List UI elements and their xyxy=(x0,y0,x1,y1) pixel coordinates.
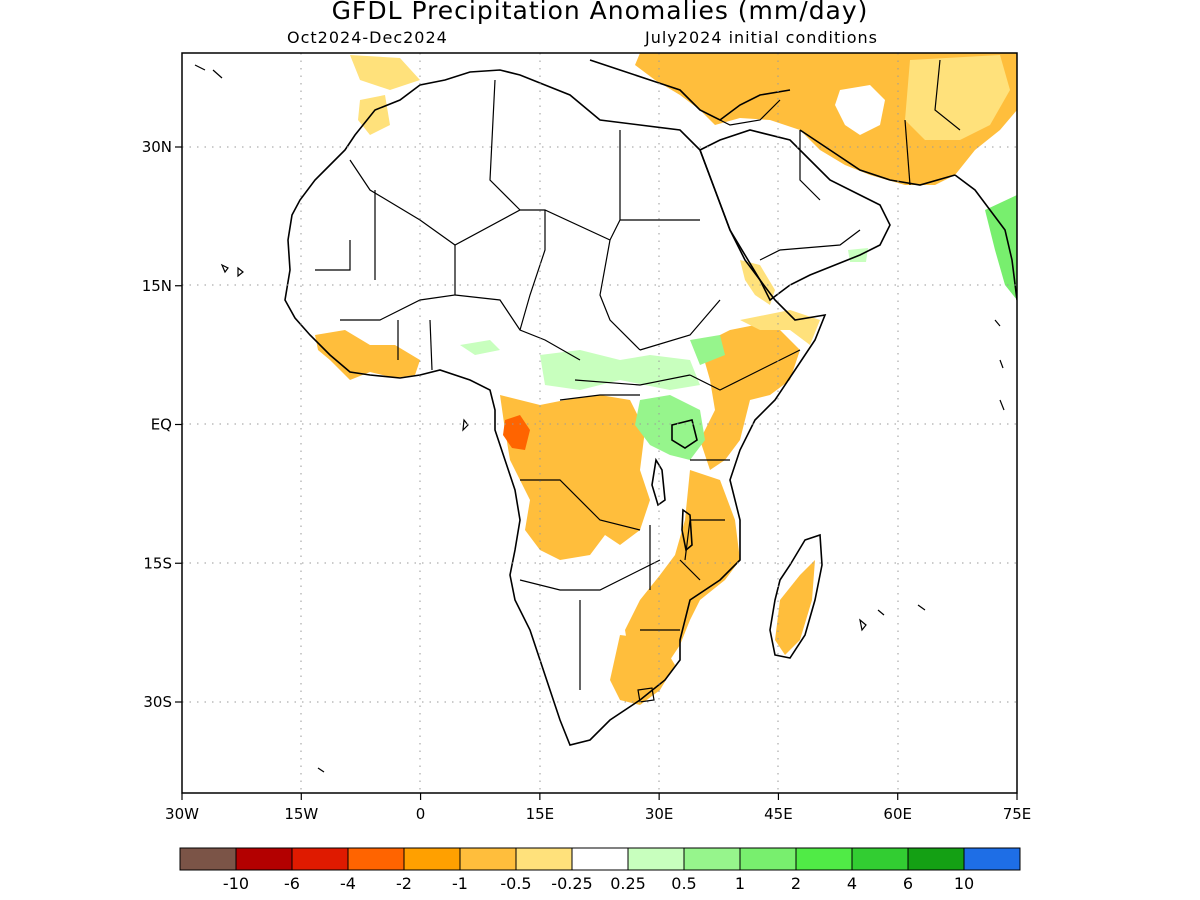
anomaly-shading xyxy=(315,53,1017,705)
forecast-period: Oct2024-Dec2024 xyxy=(287,28,448,47)
colorbar-label: 10 xyxy=(954,874,974,893)
colorbar-label: 2 xyxy=(791,874,801,893)
lake-malawi xyxy=(681,508,693,552)
colorbar-swatch xyxy=(683,847,741,871)
x-tick-label: 30E xyxy=(645,805,674,823)
wet-region-nigeria xyxy=(460,340,500,355)
colorbar-swatch xyxy=(403,847,461,871)
islands xyxy=(194,64,1005,773)
colorbar-label: 4 xyxy=(847,874,857,893)
dry-region-persia-light xyxy=(905,55,1010,140)
neutral-region-iran xyxy=(835,85,885,135)
colorbar-label: 0.5 xyxy=(671,874,696,893)
dry-region-madagascar xyxy=(775,560,815,655)
africa-coastline xyxy=(284,69,827,746)
plot-frame xyxy=(181,52,1018,794)
lake-tanganyika xyxy=(651,457,666,507)
map-title: GFDL Precipitation Anomalies (mm/day) xyxy=(331,0,869,25)
colorbar-label: -0.25 xyxy=(551,874,592,893)
wet-region-ethiopia xyxy=(690,335,725,365)
colorbar-swatch xyxy=(235,847,293,871)
colorbar-swatch xyxy=(291,847,349,871)
colorbar-swatch xyxy=(627,847,685,871)
colorbar-swatch xyxy=(907,847,965,871)
x-tick-label: 75E xyxy=(1003,805,1032,823)
x-tick-label: 15E xyxy=(526,805,555,823)
colorbar-swatch xyxy=(963,847,1021,871)
x-tick-label: 0 xyxy=(416,805,426,823)
dry-region-mozambique xyxy=(625,470,740,665)
initial-conditions: July2024 initial conditions xyxy=(645,28,878,47)
madagascar-coastline xyxy=(769,533,823,659)
y-tick-label: EQ xyxy=(151,416,172,434)
dry-region-horn-of-africa xyxy=(700,325,800,470)
colorbar-swatch xyxy=(851,847,909,871)
iran-coastline xyxy=(799,129,956,186)
dry-region-west-africa xyxy=(315,330,420,380)
colorbar: -10 -6 -4 -2 -1 -0.5 -0.25 0.25 0.5 1 2 4 6 10 xyxy=(179,847,1021,893)
x-tick-label: 15W xyxy=(284,805,318,823)
colorbar-swatch xyxy=(179,847,237,871)
colorbar-label: 6 xyxy=(903,874,913,893)
y-tick-label: 30N xyxy=(142,138,172,156)
dry-region-congo-coast xyxy=(503,415,530,450)
colorbar-swatch xyxy=(571,847,629,871)
arabia-coastline xyxy=(698,129,891,302)
dry-region-south-africa xyxy=(610,635,675,705)
y-tick-label: 30S xyxy=(143,693,172,711)
colorbar-label: -2 xyxy=(396,874,412,893)
wet-region-india xyxy=(985,195,1017,300)
dry-region-morocco xyxy=(358,95,390,135)
country-borders xyxy=(315,59,961,690)
colorbar-label: 1 xyxy=(735,874,745,893)
x-tick-label: 45E xyxy=(764,805,793,823)
dry-region-mediterranean xyxy=(350,55,420,90)
colorbar-swatch xyxy=(739,847,797,871)
colorbar-label: -1 xyxy=(452,874,468,893)
wet-region-great-lakes xyxy=(635,395,705,460)
y-axis: 30N 15N EQ 15S 30S xyxy=(142,138,182,711)
x-tick-label: 60E xyxy=(883,805,912,823)
coastlines xyxy=(284,59,1017,746)
colorbar-label: -4 xyxy=(340,874,356,893)
colorbar-label: -6 xyxy=(284,874,300,893)
y-tick-label: 15S xyxy=(143,554,172,572)
colorbar-label: 0.25 xyxy=(610,874,646,893)
x-axis: 30W 15W 0 15E 30E 45E 60E 75E xyxy=(165,793,1031,823)
dry-region-central-africa xyxy=(500,395,650,560)
lake-victoria xyxy=(671,419,698,449)
x-tick-label: 30W xyxy=(165,805,199,823)
colorbar-label: -10 xyxy=(223,874,249,893)
colorbar-swatch xyxy=(515,847,573,871)
india-coastline xyxy=(954,174,1017,301)
colorbar-swatch xyxy=(795,847,853,871)
colorbar-swatch xyxy=(459,847,517,871)
y-tick-label: 15N xyxy=(142,277,172,295)
colorbar-swatch xyxy=(347,847,405,871)
colorbar-label: -0.5 xyxy=(500,874,531,893)
